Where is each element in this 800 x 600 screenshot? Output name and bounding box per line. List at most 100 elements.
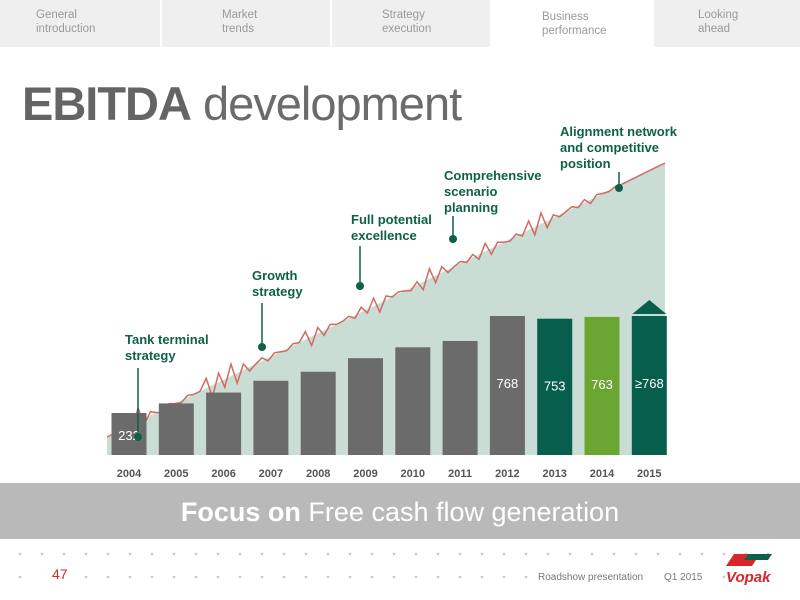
divider-dot: [436, 552, 440, 556]
background-area: [107, 163, 665, 455]
divider-dot: [282, 575, 286, 579]
tab-label-line1: Strategy: [382, 9, 425, 21]
divider-dot: [238, 552, 242, 556]
tab-label-line2: ahead: [698, 23, 730, 35]
divider-dot: [18, 552, 22, 556]
tab-business-performance[interactable]: Business performance: [492, 0, 652, 47]
divider-dot: [744, 575, 748, 579]
page-number: 47: [52, 566, 68, 582]
tab-label-line1: Looking: [698, 9, 739, 21]
divider-dot: [194, 575, 198, 579]
x-tick-label-2011: 2011: [448, 468, 472, 480]
divider-dot: [502, 575, 506, 579]
bar-2008: [300, 371, 336, 455]
footer-presentation: Roadshow presentation: [538, 572, 644, 583]
bar-value-label-2014: 763: [591, 377, 613, 392]
divider-dot: [414, 552, 418, 556]
divider-dot: [656, 552, 660, 556]
divider-dot: [282, 552, 286, 556]
page-title: EBITDA development: [22, 76, 462, 131]
divider-dot: [722, 552, 726, 556]
divider-dot: [546, 552, 550, 556]
page-title-rest: development: [203, 77, 462, 130]
divider-dot: [634, 552, 638, 556]
annotation-label-2004: Tank terminal strategy: [125, 332, 209, 363]
bar-2006: [206, 392, 242, 455]
upward-arrow-icon: [632, 299, 667, 314]
top-navigation: General introduction Market trends Strat…: [0, 0, 800, 47]
divider-dot: [678, 552, 682, 556]
divider-dot: [392, 552, 396, 556]
page-title-bold: EBITDA: [22, 77, 192, 130]
divider-dot: [106, 575, 110, 579]
tab-strategy-execution[interactable]: Strategy execution: [332, 0, 490, 47]
annotation-marker-dot: [615, 184, 623, 192]
vopak-logo: Vopak: [726, 554, 772, 586]
x-tick-label-2006: 2006: [211, 468, 235, 480]
tab-market-trends[interactable]: Market trends: [162, 0, 330, 47]
focus-banner: Focus on Free cash flow generation: [0, 483, 800, 539]
bar-2014: [584, 316, 620, 455]
divider-dot: [392, 575, 396, 579]
divider-dot: [84, 575, 88, 579]
x-tick-label-2013: 2013: [542, 468, 566, 480]
bar-2007: [253, 380, 289, 455]
logo-green-shape: [744, 554, 772, 560]
divider-dot: [304, 552, 308, 556]
divider-dot: [172, 552, 176, 556]
tab-label-line1: Market: [222, 9, 258, 21]
annotation-marker-dot: [134, 433, 142, 441]
dot-divider-top: [18, 552, 770, 556]
divider-dot: [370, 552, 374, 556]
tab-general-introduction[interactable]: General introduction: [0, 0, 160, 47]
divider-dot: [480, 575, 484, 579]
logo-wordmark: Vopak: [726, 569, 771, 586]
divider-dot: [524, 552, 528, 556]
bar-2005: [158, 403, 194, 455]
divider-dot: [304, 575, 308, 579]
x-tick-label-2007: 2007: [259, 468, 283, 480]
tab-label-line1: Business: [542, 11, 589, 23]
tab-looking-ahead[interactable]: Looking ahead: [654, 0, 800, 47]
bar-value-label-2012: 768: [497, 376, 519, 391]
divider-dot: [128, 575, 132, 579]
divider-dot: [612, 552, 616, 556]
tab-label-line2: trends: [222, 23, 254, 35]
bar-2009: [348, 358, 383, 455]
annotation-label-2007: Growth strategy: [252, 268, 303, 299]
divider-dot: [62, 552, 66, 556]
trend-line: [106, 162, 666, 438]
divider-dot: [40, 552, 44, 556]
bar-2004: [111, 413, 147, 455]
divider-dot: [150, 575, 154, 579]
divider-dot: [568, 552, 572, 556]
x-tick-label-2009: 2009: [353, 468, 377, 480]
divider-dot: [414, 575, 418, 579]
bar-2010: [395, 347, 431, 455]
divider-dot: [260, 552, 264, 556]
bar-2012: [489, 315, 525, 455]
divider-dot: [216, 552, 220, 556]
x-tick-label-2008: 2008: [306, 468, 330, 480]
divider-dot: [348, 575, 352, 579]
divider-dot: [106, 552, 110, 556]
divider-dot: [260, 575, 264, 579]
divider-dot: [590, 552, 594, 556]
divider-dot: [458, 552, 462, 556]
divider-dot: [348, 552, 352, 556]
bars-group: 232 768 753 763 ≥768: [111, 299, 667, 455]
divider-dot: [766, 575, 770, 579]
x-tick-label-2012: 2012: [495, 468, 519, 480]
dot-divider-bottom: [18, 575, 770, 579]
bar-2015: [631, 315, 667, 455]
divider-dot: [194, 552, 198, 556]
banner-text: Free cash flow generation: [308, 497, 620, 527]
divider-dot: [238, 575, 242, 579]
divider-dot: [216, 575, 220, 579]
divider-dot: [18, 575, 22, 579]
x-axis: 2004 2005 2006 2007 2008 2009 2010 2011 2012 2013…: [117, 468, 662, 480]
bar-value-label-2013: 753: [544, 379, 566, 394]
footer-period: Q1 2015: [664, 572, 703, 583]
bar-value-label-2004: 232: [118, 428, 140, 443]
annotation-marker-dot: [258, 343, 266, 351]
